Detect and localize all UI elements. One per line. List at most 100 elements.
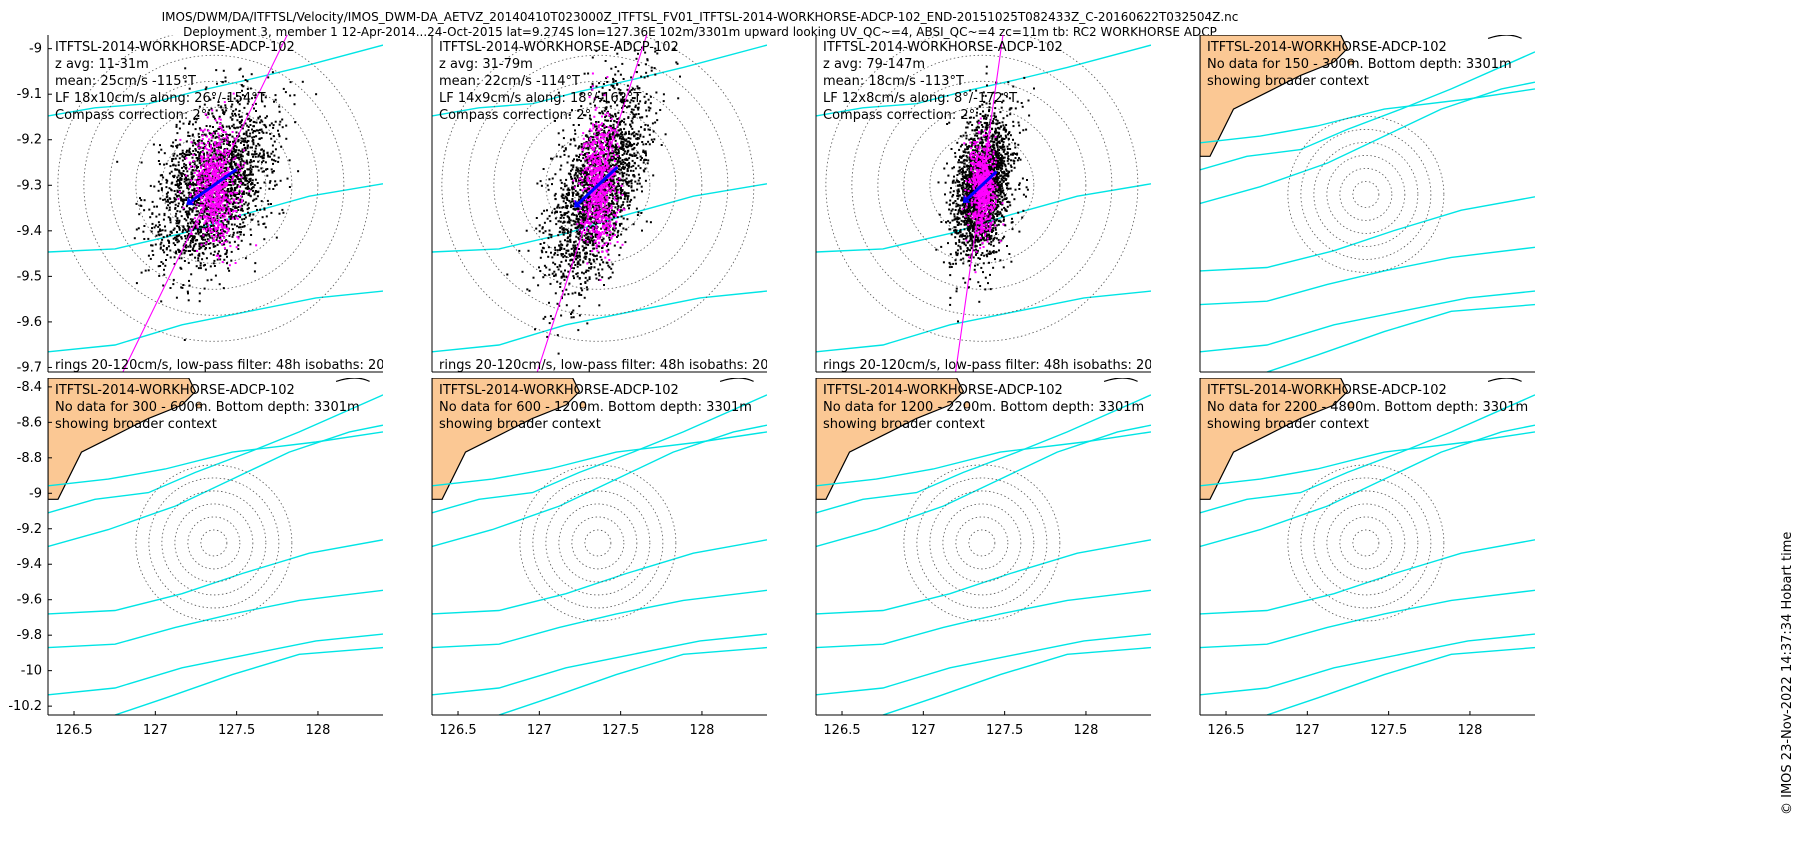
scatter-point xyxy=(627,149,630,152)
scatter-point xyxy=(647,128,650,131)
scatter-point xyxy=(557,220,560,223)
lowpass-point xyxy=(234,137,237,140)
scatter-point xyxy=(248,168,251,171)
scatter-point xyxy=(184,155,187,158)
scatter-point xyxy=(171,145,174,148)
scatter-point xyxy=(238,190,241,193)
scatter-point xyxy=(618,254,621,257)
scatter-point xyxy=(630,125,633,128)
scatter-point xyxy=(247,129,250,132)
scatter-point xyxy=(589,86,592,89)
scatter-point xyxy=(587,188,590,191)
scatter-point xyxy=(542,231,545,234)
scatter-point xyxy=(187,261,190,264)
scatter-point xyxy=(235,154,238,157)
scatter-point xyxy=(615,192,618,194)
scatter-point xyxy=(238,193,240,195)
scatter-point xyxy=(277,129,279,132)
lowpass-point xyxy=(223,149,226,152)
scatter-point xyxy=(208,247,211,250)
scatter-point xyxy=(208,214,211,217)
lowpass-point xyxy=(240,190,243,193)
scatter-point xyxy=(229,133,232,136)
scatter-point xyxy=(176,235,179,238)
scatter-point xyxy=(177,179,179,181)
scatter-point xyxy=(231,125,234,128)
scatter-point xyxy=(209,236,212,239)
scatter-point xyxy=(650,66,653,69)
scatter-point xyxy=(630,165,633,168)
scatter-point xyxy=(673,48,676,50)
scatter-point xyxy=(608,233,611,236)
lowpass-point xyxy=(188,161,191,164)
scatter-point xyxy=(582,191,585,194)
scatter-point xyxy=(246,135,249,138)
scatter-point xyxy=(192,184,195,187)
scatter-point xyxy=(575,166,578,169)
scatter-point xyxy=(232,172,235,175)
scatter-point xyxy=(288,186,291,188)
lowpass-point xyxy=(217,198,220,201)
scatter-point xyxy=(614,174,617,177)
scatter-point xyxy=(574,189,577,192)
scatter-point xyxy=(153,185,156,188)
scatter-point xyxy=(214,212,217,214)
scatter-point xyxy=(213,117,216,120)
scatter-point xyxy=(604,60,607,62)
scatter-point xyxy=(612,152,615,155)
scatter-point xyxy=(226,199,229,202)
scatter-point xyxy=(581,181,584,184)
lowpass-point xyxy=(191,201,194,204)
scatter-point xyxy=(169,230,172,233)
scatter-point xyxy=(585,237,588,240)
scatter-point xyxy=(239,97,242,100)
scatter-point xyxy=(182,201,185,204)
scatter-point xyxy=(234,195,237,197)
lowpass-point xyxy=(221,204,224,207)
scatter-point xyxy=(610,157,613,160)
scatter-point xyxy=(625,192,628,195)
scatter-point xyxy=(623,118,626,121)
scatter-point xyxy=(199,264,202,267)
scatter-point xyxy=(205,234,208,237)
lowpass-point xyxy=(228,264,231,267)
scatter-point xyxy=(219,229,222,232)
scatter-point xyxy=(244,149,247,152)
scatter-point xyxy=(233,126,236,129)
scatter-point xyxy=(260,128,263,131)
scatter-point xyxy=(649,95,652,98)
scatter-point xyxy=(619,73,622,76)
scatter-point xyxy=(229,162,232,165)
scatter-point xyxy=(176,154,179,157)
scatter-point xyxy=(197,228,200,231)
scatter-point xyxy=(226,188,229,191)
scatter-point xyxy=(193,187,196,190)
lowpass-point xyxy=(202,228,205,231)
scatter-point xyxy=(565,288,568,291)
scatter-point xyxy=(546,335,549,338)
scatter-point xyxy=(588,261,591,264)
lowpass-point xyxy=(210,197,213,200)
scatter-point xyxy=(232,146,235,149)
lowpass-point xyxy=(220,234,223,237)
scatter-point xyxy=(637,179,640,182)
scatter-point xyxy=(230,208,233,211)
lowpass-point xyxy=(217,223,220,226)
lowpass-point xyxy=(194,195,197,198)
scatter-point xyxy=(257,116,260,119)
lowpass-point xyxy=(240,176,243,179)
scatter-point xyxy=(195,118,198,121)
lowpass-point xyxy=(207,220,210,223)
scatter-point xyxy=(647,98,650,101)
scatter-point xyxy=(579,210,582,213)
scatter-point xyxy=(621,154,624,156)
scatter-point xyxy=(270,152,273,155)
scatter-point xyxy=(239,233,242,236)
scatter-point xyxy=(248,187,250,190)
scatter-point xyxy=(570,224,573,227)
scatter-point xyxy=(229,164,232,167)
scatter-point xyxy=(634,167,637,170)
scatter-point xyxy=(297,170,300,173)
scatter-point xyxy=(620,135,623,138)
scatter-point xyxy=(173,176,175,179)
